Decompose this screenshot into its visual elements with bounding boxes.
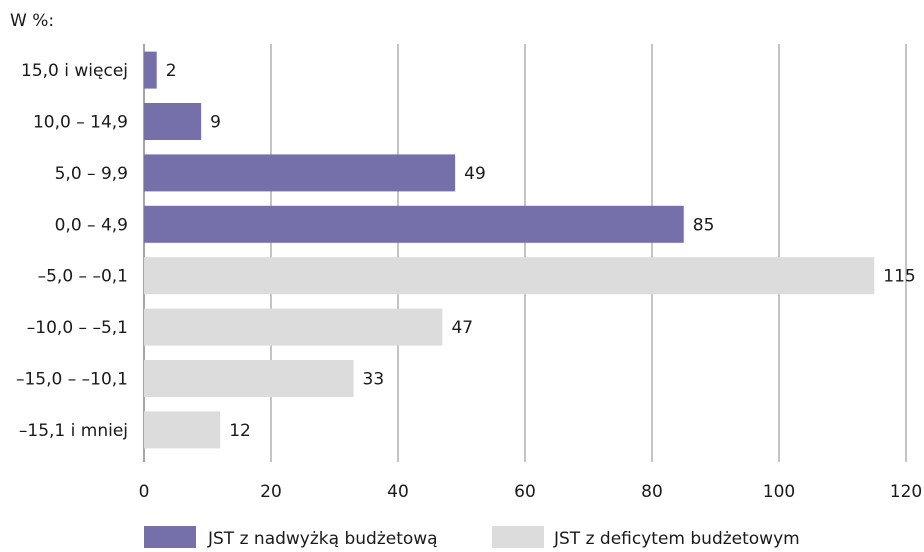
bar: [144, 51, 157, 89]
category-label: 10,0 – 14,9: [33, 113, 128, 133]
data-labels: 2 9 49 85 115 47 33 12: [166, 61, 916, 441]
x-tick-label: 120: [890, 482, 922, 502]
legend-swatch: [144, 526, 196, 548]
x-tick-label: 100: [763, 482, 795, 502]
bars: [144, 51, 875, 449]
bar: [144, 205, 684, 243]
legend-swatch: [492, 526, 544, 548]
bar-value-label: 2: [166, 61, 177, 81]
category-label: –15,1 i mniej: [19, 421, 128, 441]
bar-value-label: 85: [693, 215, 715, 235]
value-axis: 0 20 40 60 80 100 120: [139, 482, 923, 502]
bar-value-label: 115: [883, 267, 915, 287]
x-tick-label: 0: [139, 482, 150, 502]
bar: [144, 103, 202, 140]
x-tick-label: 20: [260, 482, 282, 502]
gridlines: [143, 44, 907, 462]
category-axis: 15,0 i więcej 10,0 – 14,9 5,0 – 9,9 0,0 – 4…: [16, 61, 128, 441]
bar: [144, 257, 875, 295]
bar: [144, 154, 456, 192]
legend-label: JST z deficytem budżetowym: [553, 529, 800, 548]
category-label: 15,0 i więcej: [21, 61, 128, 81]
bar-value-label: 9: [210, 113, 221, 133]
bar-value-label: 49: [464, 164, 486, 184]
category-label: 0,0 – 4,9: [55, 215, 128, 235]
legend-label: JST z nadwyżką budżetową: [207, 529, 438, 548]
unit-label: W %:: [10, 11, 54, 31]
bar: [144, 308, 443, 346]
bar-value-label: 47: [451, 318, 473, 338]
x-tick-label: 60: [514, 482, 536, 502]
x-tick-label: 80: [641, 482, 663, 502]
x-tick-label: 40: [387, 482, 409, 502]
category-label: –15,0 – –10,1: [16, 370, 128, 390]
category-label: –10,0 – –5,1: [27, 318, 128, 338]
bar-value-label: 12: [229, 421, 251, 441]
bar-value-label: 33: [363, 370, 385, 390]
legend: JST z nadwyżką budżetową JST z deficytem …: [144, 526, 800, 549]
bar: [144, 360, 354, 397]
category-label: –5,0 – –0,1: [38, 267, 128, 287]
category-label: 5,0 – 9,9: [55, 164, 128, 184]
bar: [144, 411, 221, 449]
